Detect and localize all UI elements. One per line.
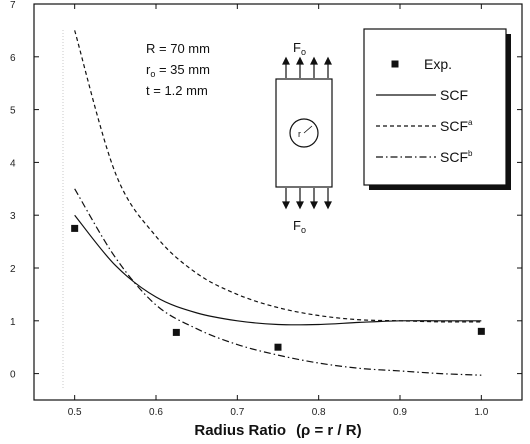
specimen-hole xyxy=(289,118,319,148)
force-label-bottom: Fo xyxy=(293,218,306,235)
y-tick-label: 4 xyxy=(10,158,16,169)
tension-arrows-bottom xyxy=(282,188,332,210)
annotation-r0: ro = 35 mm xyxy=(146,62,210,79)
legend-label: SCFa xyxy=(440,118,473,134)
y-tick-label: 2 xyxy=(10,264,16,275)
x-tick-label: 0.6 xyxy=(149,407,163,418)
exp-data-point xyxy=(71,224,79,232)
legend-marker xyxy=(391,60,399,68)
exp-data-point xyxy=(172,328,180,336)
force-label-top: Fo xyxy=(293,40,306,57)
y-tick-label: 7 xyxy=(10,0,16,11)
legend-box xyxy=(363,28,507,186)
specimen-diagram: Fo r Fo xyxy=(275,40,333,235)
hole-radius-mark: r xyxy=(298,129,301,139)
series-line-dashed xyxy=(74,30,482,323)
specimen-plate xyxy=(275,78,333,188)
hole-radius-line xyxy=(303,125,313,134)
annotation-t: t = 1.2 mm xyxy=(146,83,208,98)
y-tick-label: 3 xyxy=(10,211,16,222)
exp-data-point xyxy=(477,327,485,335)
y-tick-label: 0 xyxy=(10,370,16,381)
legend-label: SCF xyxy=(440,87,468,103)
legend-label: Exp. xyxy=(424,56,452,72)
axis-ticks: 0.5 0.6 0.7 0.8 0.9 1.0 0 1 2 3 4 5 6 7 xyxy=(10,0,522,418)
x-tick-label: 0.7 xyxy=(230,407,244,418)
tension-arrows-top xyxy=(282,56,332,78)
x-tick-label: 0.8 xyxy=(312,407,326,418)
annotation-R: R = 70 mm xyxy=(146,41,210,56)
parameter-annotations: R = 70 mm ro = 35 mm t = 1.2 mm xyxy=(146,41,210,98)
plot-frame xyxy=(33,3,523,401)
legend: Exp. SCF SCFa SCFb xyxy=(363,28,511,190)
legend-label: SCFb xyxy=(440,149,473,165)
y-tick-label: 6 xyxy=(10,53,16,64)
y-tick-label: 5 xyxy=(10,106,16,117)
y-tick-label: 1 xyxy=(10,317,16,328)
legend-items: Exp. SCF SCFa SCFb xyxy=(376,56,473,165)
series-line-solid xyxy=(74,214,482,326)
x-tick-label: 0.5 xyxy=(68,407,82,418)
exp-data-point xyxy=(274,343,282,351)
x-axis-title: Radius Ratio (ρ = r / R) xyxy=(194,422,361,439)
series-group xyxy=(71,30,485,376)
x-tick-label: 0.9 xyxy=(393,407,407,418)
series-line-dashdot xyxy=(74,188,482,376)
x-tick-label: 1.0 xyxy=(474,407,488,418)
